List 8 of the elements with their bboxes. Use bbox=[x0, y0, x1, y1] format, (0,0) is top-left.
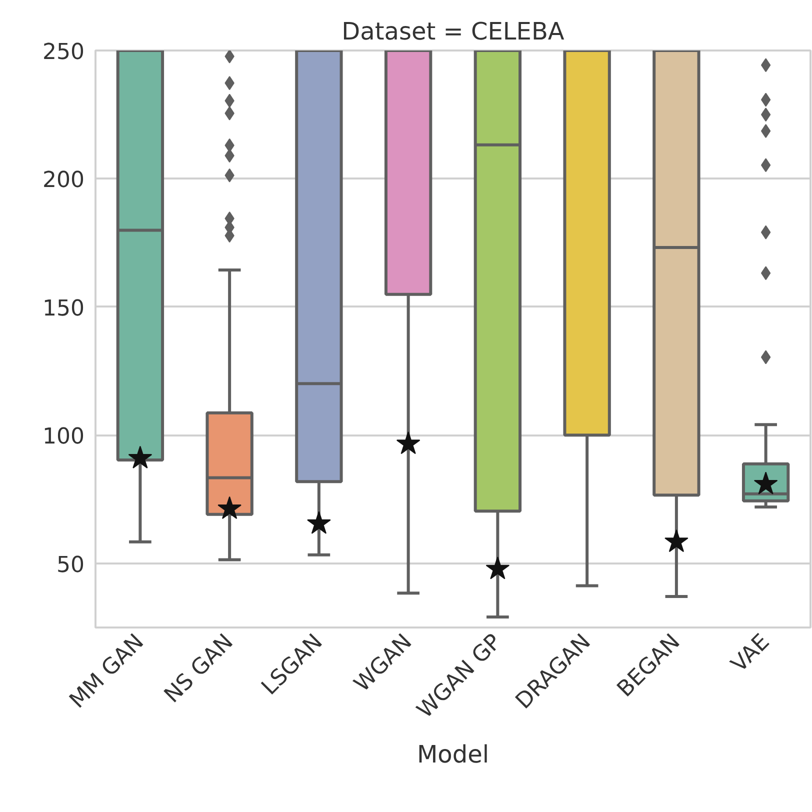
y-tick-label: 50 bbox=[56, 552, 85, 578]
x-axis-title: Model bbox=[416, 740, 490, 768]
y-tick-label: 200 bbox=[42, 168, 85, 194]
x-tick-label: VAE bbox=[726, 630, 775, 678]
y-tick-label: 250 bbox=[42, 40, 85, 65]
chart-title: Dataset = CELEBA bbox=[342, 18, 565, 46]
y-tick-label: 100 bbox=[42, 424, 85, 450]
y-tick-label: 150 bbox=[42, 296, 85, 322]
